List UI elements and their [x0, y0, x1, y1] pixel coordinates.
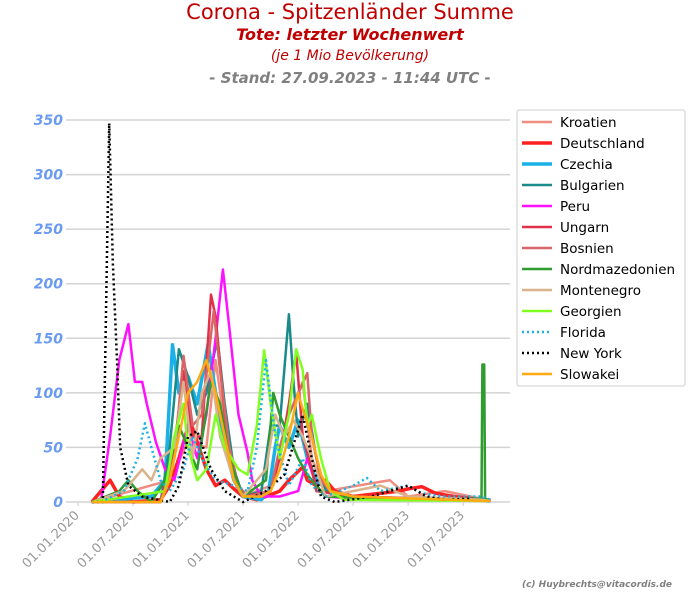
legend-box — [516, 109, 686, 387]
series-line-deutschland — [90, 418, 491, 504]
legend-label: Montenegro — [560, 283, 641, 299]
series-line-georgien — [91, 347, 491, 504]
legend-label: New York — [560, 346, 622, 362]
chart-timestamp: - Stand: 27.09.2023 - 11:44 UTC - — [209, 69, 491, 87]
series-line-peru — [99, 268, 491, 503]
x-tick-label: 01.01.2020 — [20, 508, 83, 571]
x-tick-label: 01.01.2021 — [130, 508, 193, 571]
y-tick-label: 100 — [34, 386, 63, 402]
legend-label: Bosnien — [560, 241, 614, 257]
legend-label: Florida — [560, 325, 606, 341]
y-tick-label: 0 — [53, 495, 63, 511]
x-tick-label: 01.07.2023 — [405, 508, 468, 571]
legend-label: Bulgarien — [560, 178, 625, 194]
x-tick-label: 01.01.2023 — [350, 508, 413, 571]
legend-label: Slowakei — [560, 367, 619, 383]
legend-label: Kroatien — [560, 115, 617, 131]
x-tick-label: 01.07.2021 — [185, 508, 248, 571]
y-tick-label: 200 — [34, 277, 63, 293]
y-tick-label: 150 — [34, 331, 63, 347]
y-tick-label: 50 — [44, 440, 64, 456]
legend-label: Peru — [560, 199, 590, 215]
y-tick-label: 300 — [34, 168, 63, 184]
x-tick-label: 01.07.2020 — [75, 508, 138, 571]
series-line-slowakei — [91, 358, 491, 504]
chart-subtitle: Tote: letzter Wochenwert — [236, 25, 464, 44]
legend-label: Ungarn — [560, 220, 609, 236]
y-tick-label: 250 — [34, 222, 63, 238]
series-line-new-york — [91, 122, 473, 504]
legend-label: Deutschland — [560, 136, 645, 152]
legend-label: Nordmazedonien — [560, 262, 675, 278]
chart-subtitle-unit: (je 1 Mio Bevölkerung) — [270, 48, 430, 64]
y-tick-label: 350 — [34, 113, 63, 129]
legend-label: Georgien — [560, 304, 622, 320]
x-tick-label: 01.01.2022 — [240, 508, 303, 571]
legend-label: Czechia — [560, 157, 613, 173]
chart-title: Corona - Spitzenländer Summe — [186, 0, 514, 24]
copyright: (c) Huybrechts@vitacordis.de — [521, 580, 672, 590]
x-tick-label: 01.07.2022 — [295, 508, 358, 571]
